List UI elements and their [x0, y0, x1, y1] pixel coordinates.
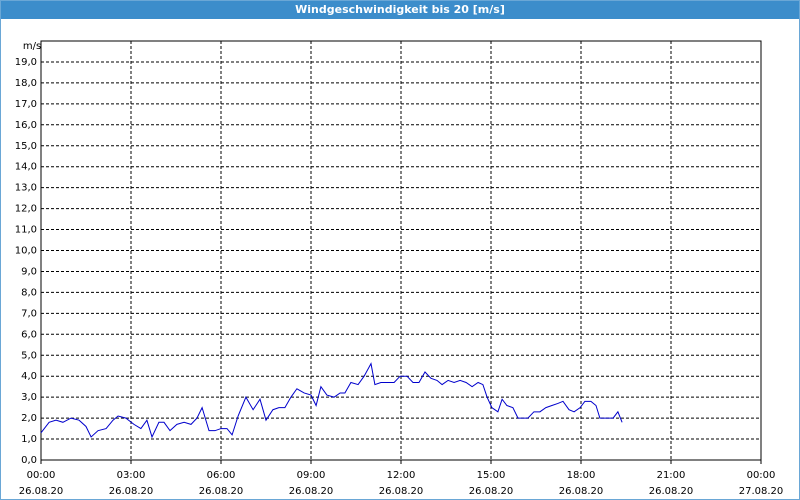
- x-tick-date: 26.08.20: [109, 486, 154, 497]
- y-tick-label: 12,0: [15, 204, 37, 215]
- y-tick-label: 16,0: [15, 120, 37, 131]
- x-tick-date: 26.08.20: [469, 486, 514, 497]
- y-tick-label: 9,0: [21, 266, 37, 277]
- x-tick-date: 26.08.20: [649, 486, 694, 497]
- data-line: [40, 362, 623, 439]
- x-tick-label: 21:00: [657, 470, 686, 481]
- y-tick-label: 2,0: [21, 413, 37, 424]
- x-tick-label: 00:00: [747, 470, 776, 481]
- y-tick-label: 8,0: [21, 287, 37, 298]
- y-tick-label: 13,0: [15, 183, 37, 194]
- x-tick-label: 00:00: [27, 470, 56, 481]
- y-tick-label: 15,0: [15, 141, 37, 152]
- x-tick-label: 06:00: [207, 470, 236, 481]
- y-tick-label: 0,0: [21, 455, 37, 466]
- x-tick-label: 03:00: [117, 470, 146, 481]
- y-tick-label: 7,0: [21, 308, 37, 319]
- x-tick-date: 26.08.20: [559, 486, 604, 497]
- x-tick-label: 09:00: [297, 470, 326, 481]
- x-tick-date: 27.08.20: [739, 486, 784, 497]
- y-tick-label: 14,0: [15, 162, 37, 173]
- y-tick-label: 5,0: [21, 350, 37, 361]
- x-tick-label: 15:00: [477, 470, 506, 481]
- x-tick-date: 26.08.20: [19, 486, 64, 497]
- y-tick-label: 11,0: [15, 225, 37, 236]
- x-tick-date: 26.08.20: [379, 486, 424, 497]
- x-tick-date: 26.08.20: [289, 486, 334, 497]
- x-tick-label: 18:00: [567, 470, 596, 481]
- y-tick-label: 17,0: [15, 99, 37, 110]
- x-tick-label: 12:00: [387, 470, 416, 481]
- x-tick-date: 26.08.20: [199, 486, 244, 497]
- y-tick-label: 6,0: [21, 329, 37, 340]
- y-unit: m/s: [23, 41, 41, 52]
- y-tick-label: 3,0: [21, 392, 37, 403]
- y-tick-label: 19,0: [15, 57, 37, 68]
- title-bar: Windgeschwindigkeit bis 20 [m/s]: [1, 1, 799, 19]
- y-tick-label: 4,0: [21, 371, 37, 382]
- y-tick-label: 10,0: [15, 246, 37, 257]
- y-tick-label: 1,0: [21, 434, 37, 445]
- y-tick-label: 18,0: [15, 78, 37, 89]
